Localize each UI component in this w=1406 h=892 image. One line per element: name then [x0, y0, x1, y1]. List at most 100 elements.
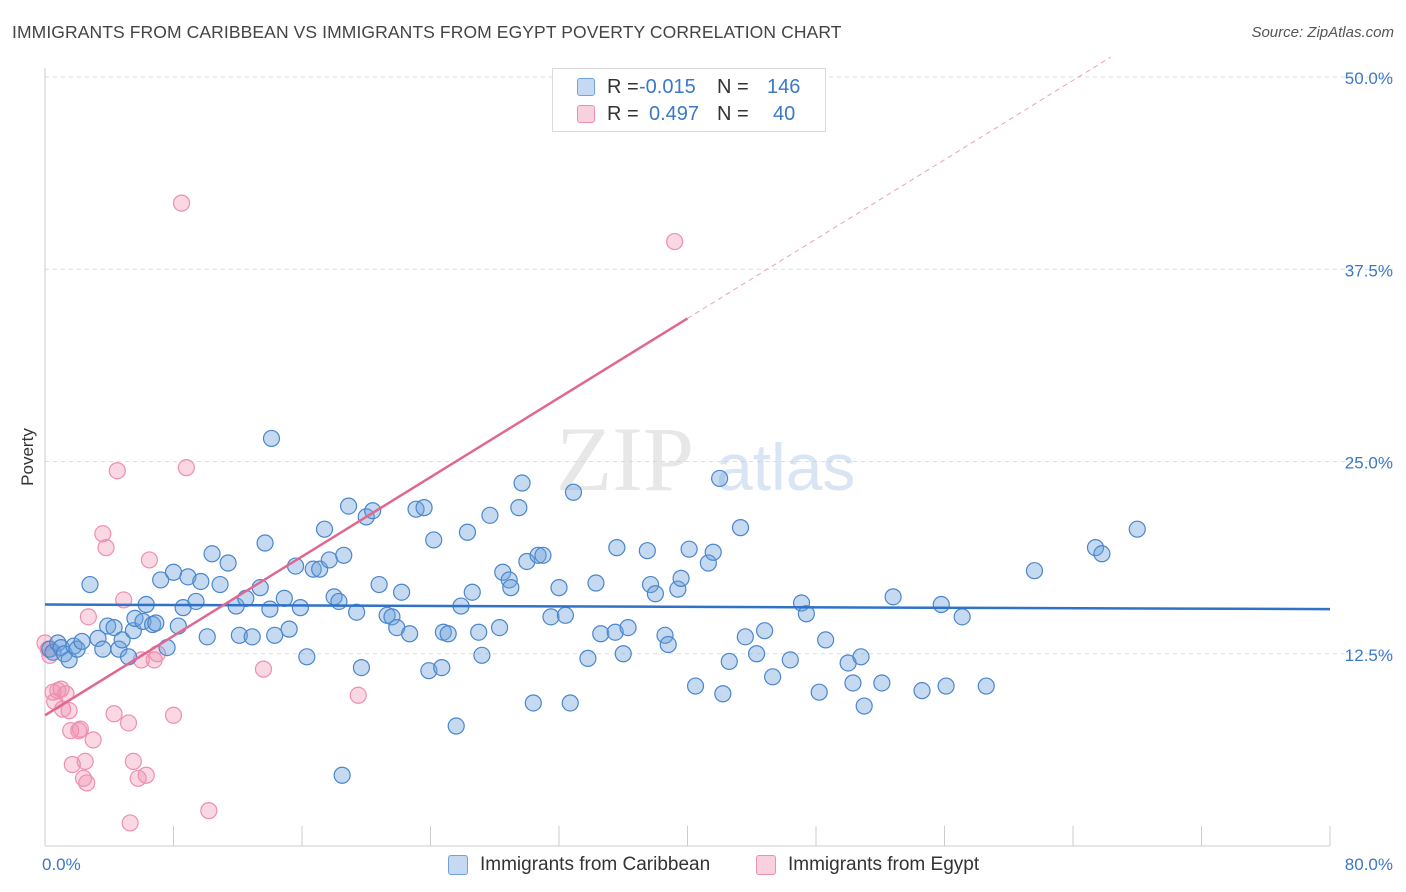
bottom-legend-swatch-egypt: [756, 855, 776, 875]
data-point-caribbean: [932, 595, 950, 614]
legend-row-egypt: R = 0.497 N = 40: [577, 102, 795, 126]
data-point-caribbean: [99, 617, 117, 635]
bottom-legend-caribbean: Immigrants from Caribbean: [448, 852, 710, 878]
data-point-caribbean: [513, 474, 531, 492]
data-point-egypt: [200, 802, 218, 820]
data-point-caribbean: [352, 658, 371, 677]
data-point-caribbean: [256, 534, 274, 552]
data-point-caribbean: [542, 608, 560, 626]
axes: [44, 68, 1331, 847]
data-point-caribbean: [291, 599, 309, 617]
data-point-caribbean: [534, 546, 552, 564]
data-point-caribbean: [797, 605, 815, 623]
data-point-caribbean: [510, 499, 528, 517]
data-point-caribbean: [672, 569, 690, 587]
data-point-caribbean: [134, 612, 152, 631]
data-point-egypt: [84, 731, 102, 749]
data-point-caribbean: [977, 677, 995, 695]
data-point-caribbean: [304, 560, 322, 578]
data-point-caribbean: [458, 523, 477, 541]
data-point-egypt: [71, 720, 89, 738]
data-point-caribbean: [330, 592, 348, 611]
chart-title: IMMIGRANTS FROM CARIBBEAN VS IMMIGRANTS …: [12, 22, 842, 42]
data-point-caribbean: [755, 622, 774, 640]
trend-line-caribbean: [44, 603, 1331, 611]
source-label: Source: ZipAtlas.com: [1251, 24, 1394, 41]
data-point-caribbean: [73, 632, 91, 651]
data-point-caribbean: [339, 497, 358, 515]
y-axis-label: Poverty: [18, 428, 37, 486]
data-point-caribbean: [764, 668, 782, 686]
data-point-caribbean: [937, 677, 955, 695]
data-point-caribbean: [852, 648, 870, 666]
y-tick-label: 12.5%: [1345, 646, 1393, 665]
data-point-caribbean: [550, 579, 568, 597]
data-point-egypt: [60, 702, 78, 720]
data-point-caribbean: [65, 637, 83, 655]
data-point-caribbean: [884, 588, 902, 606]
data-point-egypt: [76, 752, 94, 771]
data-point-caribbean: [473, 646, 491, 664]
data-point-caribbean: [275, 589, 293, 607]
data-point-caribbean: [704, 543, 722, 561]
bottom-legend-egypt: Immigrants from Egypt: [756, 852, 979, 878]
data-point-caribbean: [203, 545, 221, 563]
data-point-egypt: [74, 769, 93, 787]
data-point-caribbean: [646, 585, 664, 603]
watermark-atlas: atlas: [716, 430, 855, 504]
data-point-caribbean: [747, 645, 766, 663]
data-point-caribbean: [1025, 562, 1044, 580]
legend-n-label: N =: [717, 75, 749, 98]
data-point-caribbean: [81, 575, 99, 594]
data-point-caribbean: [187, 592, 205, 611]
tick-labels: 12.5% 25.0% 37.5% 50.0% 0.0% 80.0%: [42, 69, 1393, 874]
data-point-caribbean: [714, 685, 732, 703]
data-point-caribbean: [415, 499, 433, 517]
data-point-caribbean: [333, 766, 351, 784]
data-point-caribbean: [152, 571, 170, 589]
correlation-legend: R = -0.015 N = 146 R = 0.497 N = 40: [552, 68, 826, 132]
data-point-caribbean: [1128, 520, 1146, 538]
data-point-caribbean: [280, 620, 298, 638]
data-point-caribbean: [1093, 545, 1111, 563]
data-point-caribbean: [524, 694, 542, 712]
data-point-caribbean: [147, 614, 165, 632]
data-point-caribbean: [680, 540, 698, 558]
data-point-caribbean: [219, 554, 237, 572]
data-point-egypt: [164, 706, 183, 724]
watermark: ZIP atlas: [556, 408, 855, 510]
data-point-caribbean: [439, 625, 457, 643]
data-point-caribbean: [614, 645, 632, 663]
legend-swatch-caribbean: [577, 78, 595, 96]
data-point-caribbean: [699, 554, 717, 572]
data-point-caribbean: [659, 635, 677, 654]
legend-r-label: R =: [607, 102, 639, 125]
data-point-caribbean: [606, 623, 624, 641]
data-point-egypt: [121, 814, 139, 832]
trend-lines: [44, 56, 1331, 717]
data-point-caribbean: [49, 634, 67, 652]
data-point-egypt: [94, 525, 112, 543]
data-point-caribbean: [781, 651, 799, 669]
trend-line-egypt: [44, 317, 689, 717]
data-point-egypt: [124, 752, 142, 771]
data-point-caribbean: [320, 551, 338, 569]
data-point-caribbean: [198, 628, 216, 646]
data-point-caribbean: [89, 629, 107, 647]
legend-r-label: R =: [607, 75, 639, 98]
data-point-caribbean: [179, 568, 197, 586]
data-point-caribbean: [656, 626, 674, 644]
data-point-caribbean: [433, 658, 451, 677]
x-tick-label-min: 0.0%: [42, 855, 81, 874]
data-point-caribbean: [335, 546, 353, 564]
data-point-caribbean: [844, 674, 862, 692]
data-point-egypt: [119, 714, 138, 732]
data-point-egypt: [108, 462, 126, 480]
data-point-caribbean: [1086, 539, 1105, 557]
data-point-caribbean: [913, 682, 931, 700]
data-point-caribbean: [447, 717, 465, 735]
data-point-caribbean: [262, 429, 281, 448]
data-point-caribbean: [564, 483, 583, 501]
bottom-legend-label-egypt: Immigrants from Egypt: [788, 854, 980, 875]
data-point-caribbean: [425, 531, 443, 549]
